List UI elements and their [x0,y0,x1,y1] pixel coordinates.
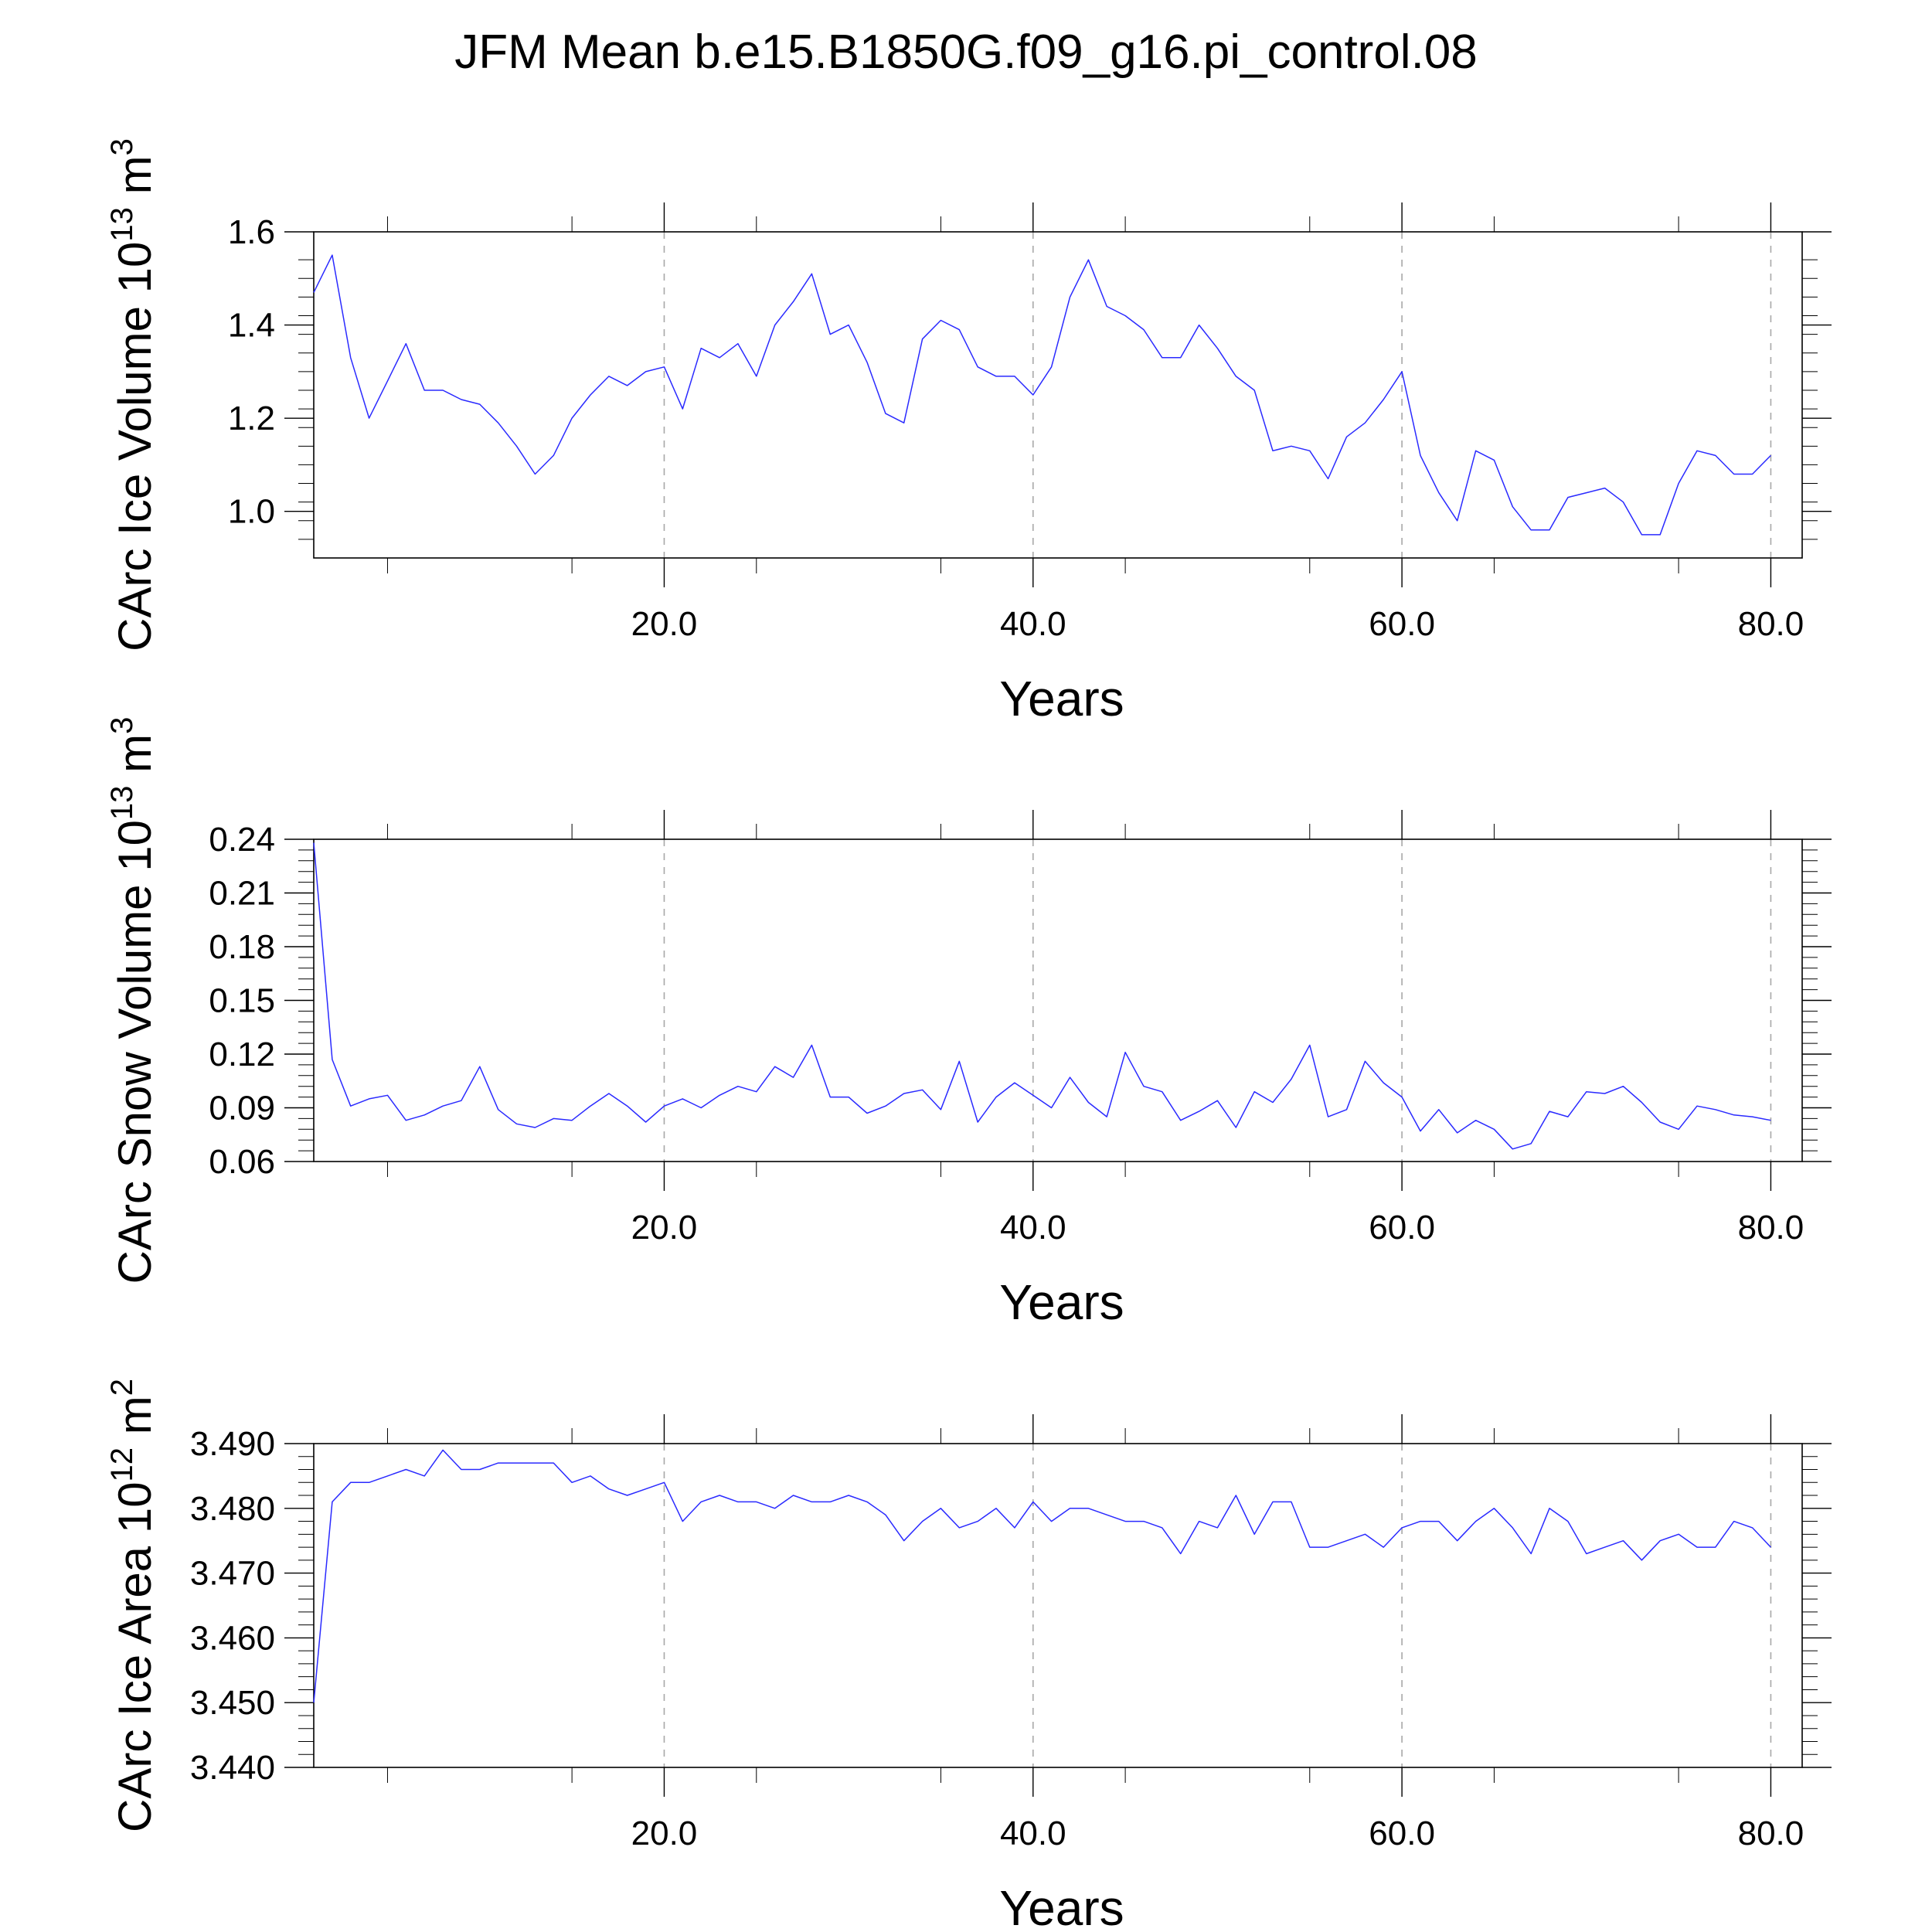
x-axis-label: Years [999,1274,1124,1330]
y-tick-label: 0.06 [209,1143,275,1181]
x-tick-label: 60.0 [1369,605,1435,643]
y-axis-label-text: CArc Ice Area 10 [109,1481,161,1832]
chart-panel-2: 20.0 40.0 60.0 80.0 Years 0.06 0.09 0.12 0.15 0.1… [105,717,1832,1330]
x-tick-label: 40.0 [1000,1815,1066,1852]
y-axis-label-exponent: 12 [105,1447,139,1482]
y-axis-label-text: CArc Snow Volume 10 [109,820,161,1284]
x-tick-label: 80.0 [1738,1209,1804,1247]
x-tick-label: 40.0 [1000,605,1066,643]
chart-panel-3: 20.0 40.0 60.0 80.0 Years 3.440 3.450 3.460 3.47… [105,1379,1832,1932]
y-tick-label: 1.4 [228,307,275,345]
y-axis-label-exponent: 13 [105,786,139,821]
y-tick-label: 3.450 [190,1684,275,1722]
x-tick-label: 40.0 [1000,1209,1066,1247]
y-tick-label: 0.15 [209,982,275,1020]
series-line-1 [313,1449,1771,1703]
panels: 20.0 40.0 60.0 80.0 Years 1.0 1.2 1.4 1.6 CArc Ic… [105,138,1832,1932]
x-tick-label: 20.0 [631,1209,698,1247]
series-line-1 [313,842,1771,1150]
x-tick-label: 20.0 [631,1815,698,1852]
y-tick-label: 3.460 [190,1619,275,1657]
x-axis-label: Years [999,671,1124,726]
x-tick-label: 60.0 [1369,1209,1435,1247]
y-tick-label: 1.6 [228,213,275,251]
series-line-1 [313,254,1771,536]
y-tick-label: 3.470 [190,1555,275,1593]
y-axis-label-unit: m [109,155,161,207]
x-tick-label: 60.0 [1369,1815,1435,1852]
x-tick-label: 80.0 [1738,605,1804,643]
y-axis-label-unit-exponent: 3 [105,717,139,734]
y-axis-label-unit: m [109,1396,161,1447]
y-axis-label: CArc Ice Volume 1013 m3 [105,138,161,651]
y-tick-label: 3.490 [190,1425,275,1463]
chart-panel-1: 20.0 40.0 60.0 80.0 Years 1.0 1.2 1.4 1.6 CArc Ic… [105,138,1832,726]
y-tick-label: 1.0 [228,493,275,531]
y-tick-label: 0.18 [209,928,275,966]
plot-frame [313,838,1803,1162]
y-axis-label-exponent: 13 [105,207,139,242]
y-tick-label: 3.480 [190,1490,275,1528]
y-axis-label-unit: m [109,734,161,786]
x-axis-label: Years [999,1880,1124,1932]
y-tick-label: 0.21 [209,875,275,913]
figure-title: JFM Mean b.e15.B1850G.f09_g16.pi_control… [454,26,1478,79]
y-axis-label: CArc Ice Area 1012 m2 [105,1379,161,1832]
x-tick-label: 80.0 [1738,1815,1804,1852]
y-axis-label: CArc Snow Volume 1013 m3 [105,717,161,1284]
y-tick-label: 0.12 [209,1036,275,1073]
y-tick-label: 1.2 [228,400,275,437]
y-tick-label: 0.24 [209,821,275,859]
y-tick-label: 0.09 [209,1090,275,1128]
plot-frame [313,231,1803,559]
y-tick-label: 3.440 [190,1749,275,1787]
plot-frame [313,1443,1803,1768]
x-tick-label: 20.0 [631,605,698,643]
y-axis-label-text: CArc Ice Volume 10 [109,242,161,651]
y-axis-label-unit-exponent: 3 [105,138,139,155]
y-axis-label-unit-exponent: 2 [105,1379,139,1396]
